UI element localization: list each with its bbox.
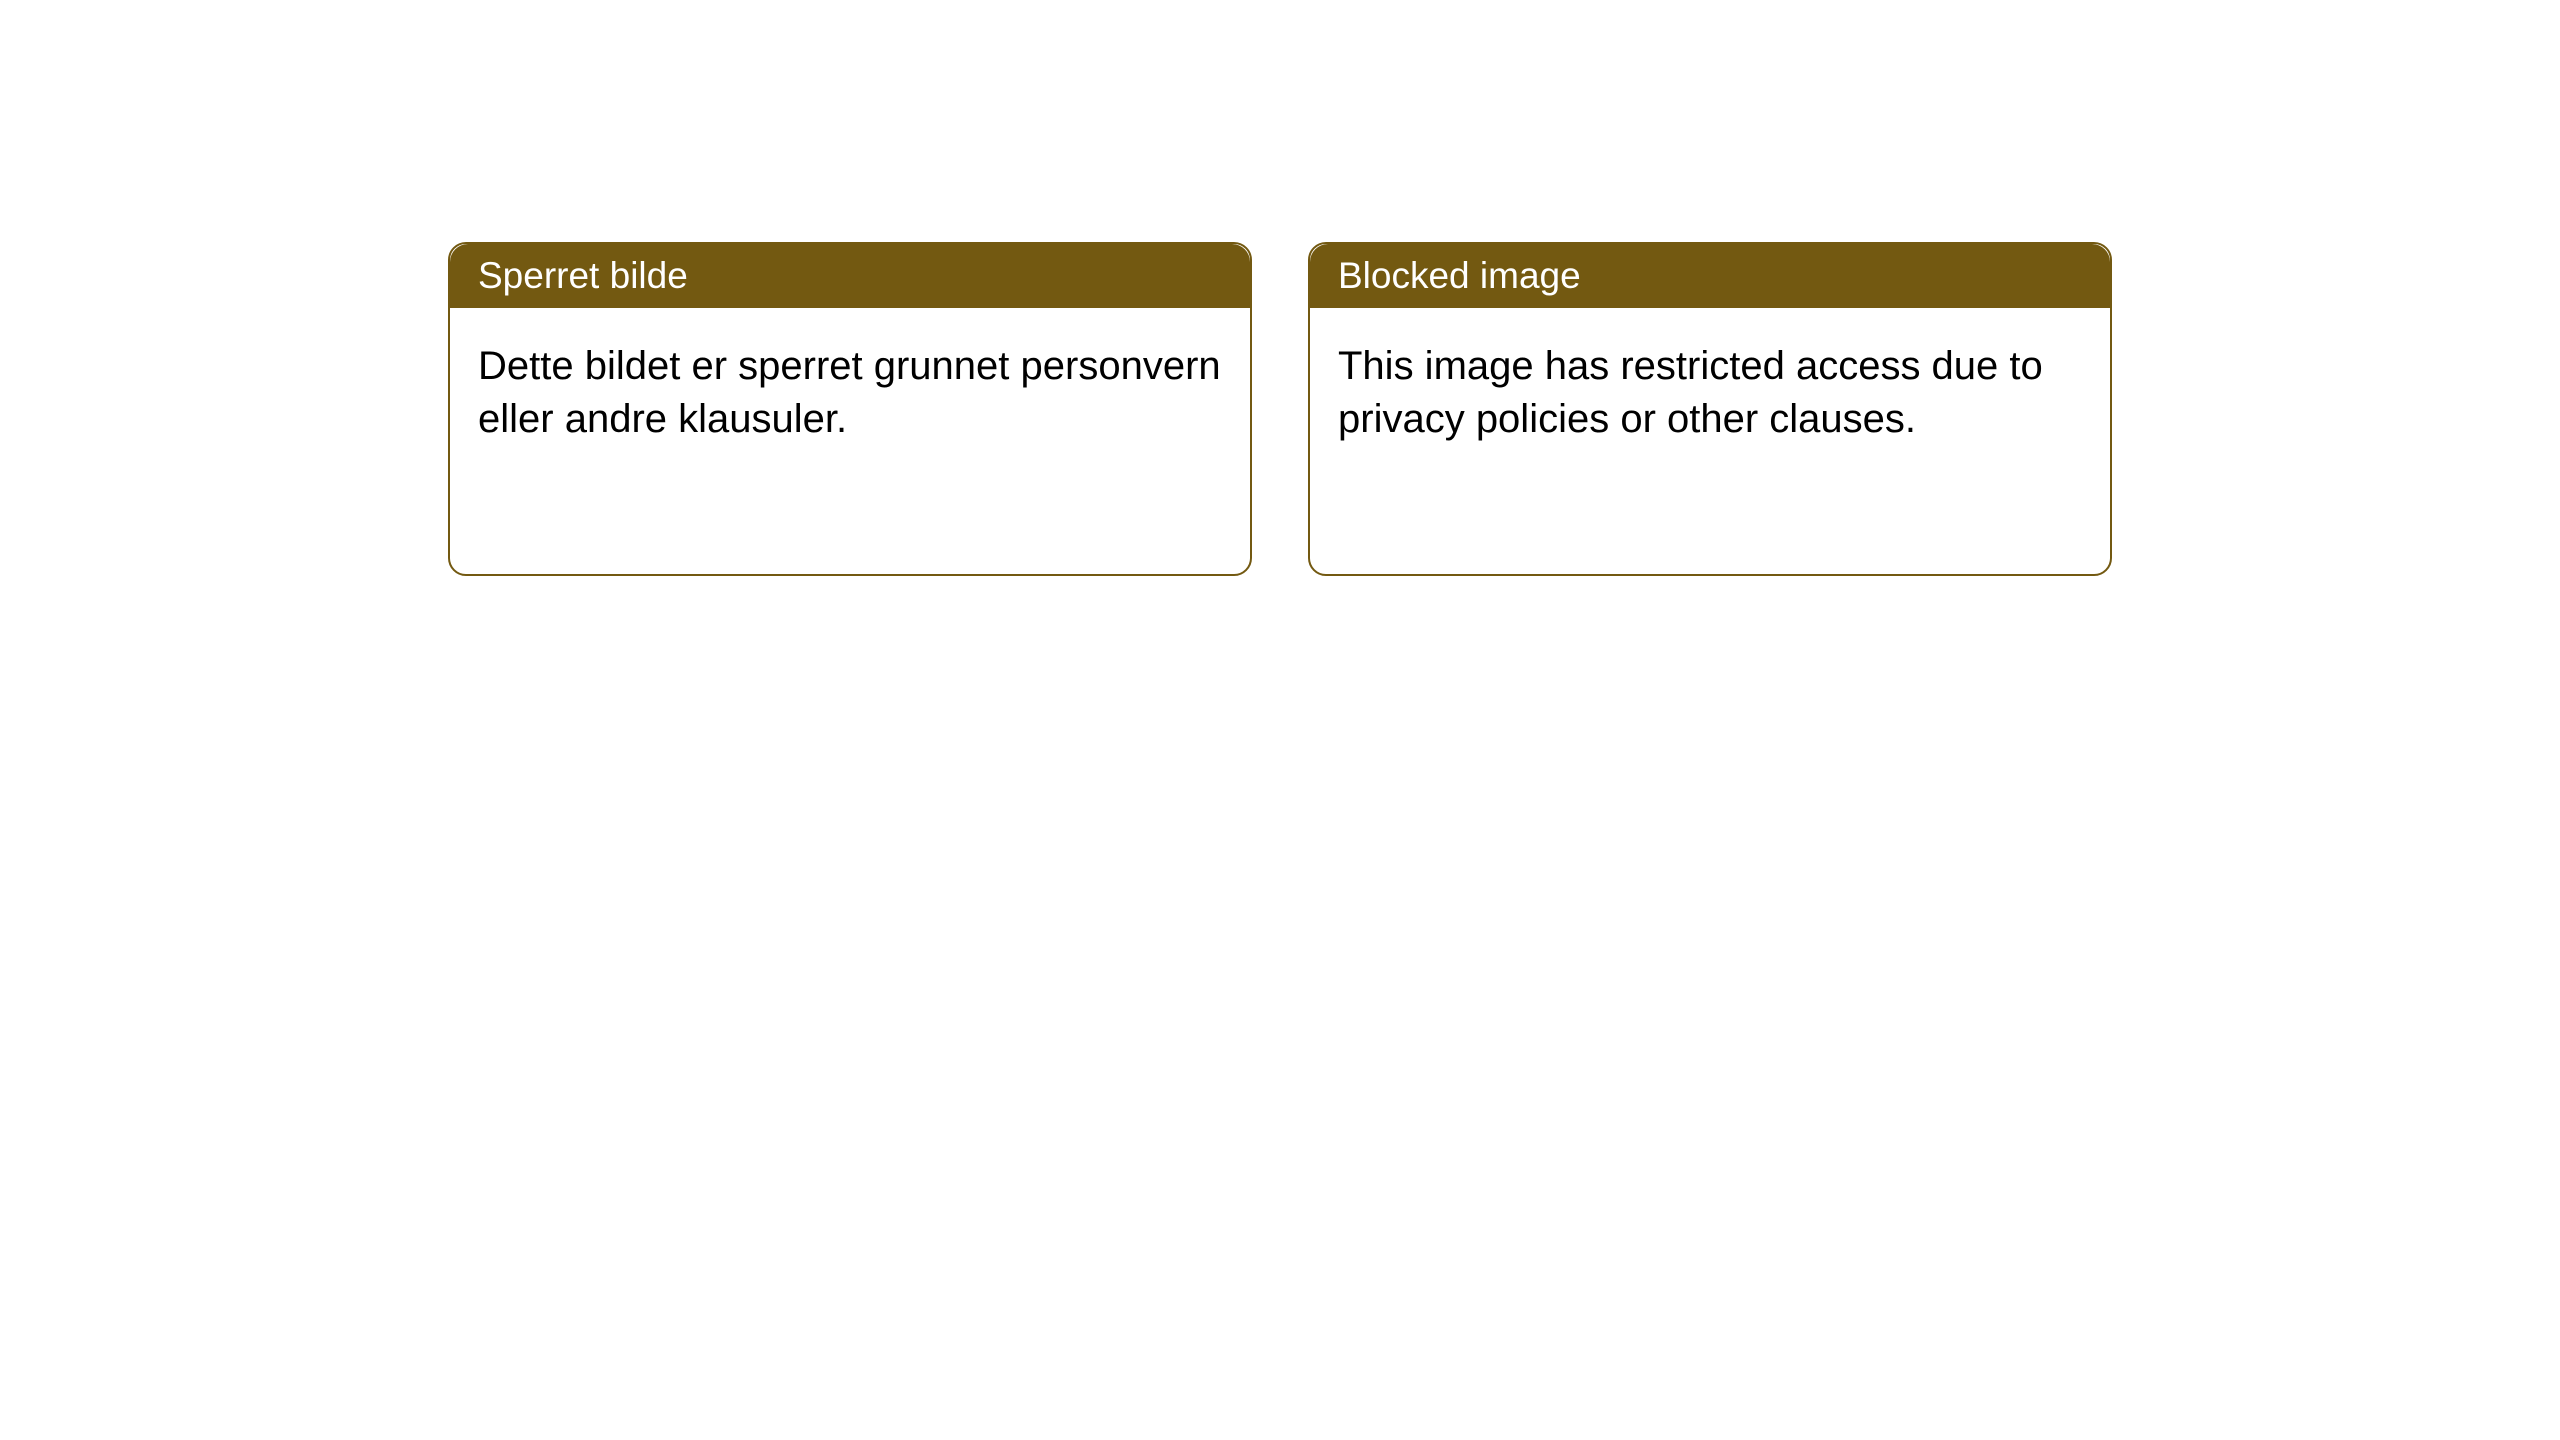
notice-card-norwegian: Sperret bilde Dette bildet er sperret gr… — [448, 242, 1252, 576]
notice-body: This image has restricted access due to … — [1310, 308, 2110, 574]
notice-header: Sperret bilde — [450, 244, 1250, 308]
notice-body: Dette bildet er sperret grunnet personve… — [450, 308, 1250, 574]
notice-card-english: Blocked image This image has restricted … — [1308, 242, 2112, 576]
notice-body-text: Dette bildet er sperret grunnet personve… — [478, 344, 1221, 441]
notice-title: Blocked image — [1338, 255, 1581, 296]
notices-container: Sperret bilde Dette bildet er sperret gr… — [448, 242, 2112, 576]
notice-body-text: This image has restricted access due to … — [1338, 344, 2043, 441]
notice-header: Blocked image — [1310, 244, 2110, 308]
notice-title: Sperret bilde — [478, 255, 688, 296]
